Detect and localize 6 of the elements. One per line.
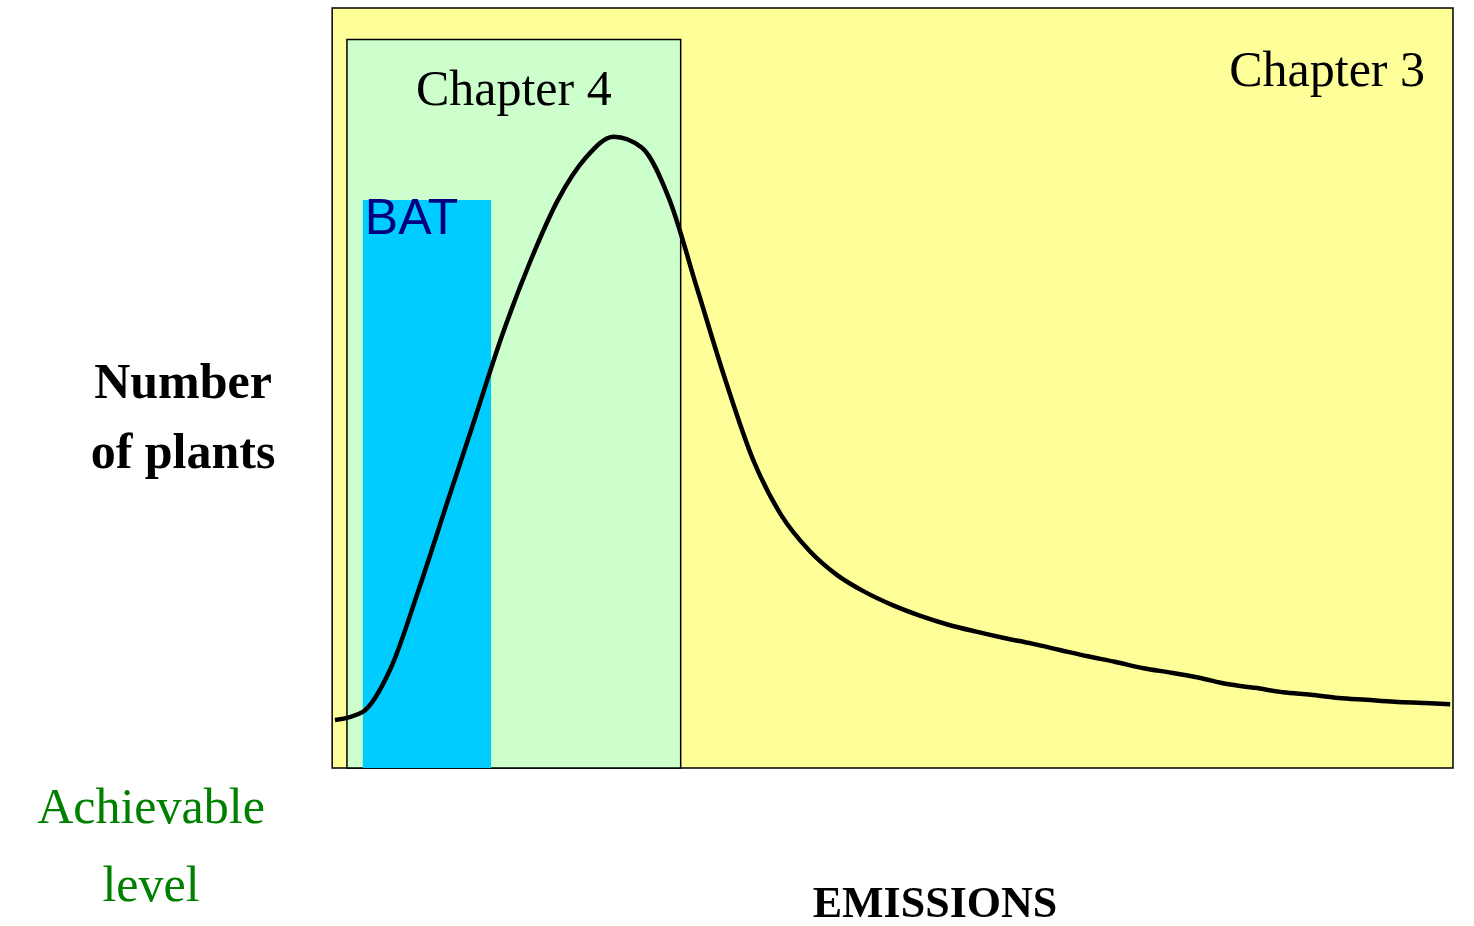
annotation: BAT [364, 188, 459, 245]
text: Chapter 3 [1229, 41, 1425, 98]
text: Achievable level [37, 778, 265, 912]
y-axis-title: Number of plants [90, 353, 276, 479]
x-axis-title: EMISSIONS [812, 878, 1058, 926]
text: Chapter 4 [415, 60, 612, 117]
